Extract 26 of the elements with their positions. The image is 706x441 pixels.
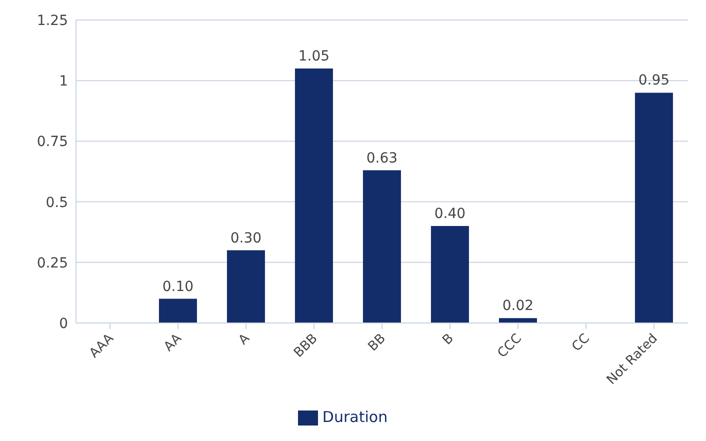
bar (226, 250, 265, 323)
data-label: 0.10 (162, 278, 194, 295)
bar (362, 170, 401, 323)
data-label: 0.95 (638, 72, 670, 89)
y-tick-label: 0.5 (46, 194, 68, 211)
x-tick-label: A (236, 331, 253, 348)
x-tick-label: AA (161, 331, 185, 355)
x-tick-label: B (440, 331, 457, 348)
x-tick-label: BB (366, 331, 389, 354)
bar (498, 318, 537, 323)
bar (294, 68, 333, 323)
x-tick-label: CC (569, 331, 593, 355)
bar (158, 298, 197, 323)
y-tick-label: 0.25 (36, 255, 68, 272)
data-label: 0.40 (434, 206, 466, 222)
y-tick-label: 0.75 (36, 134, 68, 150)
y-tick-label: 0 (59, 316, 68, 332)
y-tick-label: 1 (59, 74, 68, 90)
bar (430, 226, 469, 323)
data-label: 0.02 (502, 298, 534, 314)
bar (634, 92, 673, 323)
y-tick-label: 1.25 (36, 12, 68, 29)
data-label: 1.05 (298, 48, 330, 64)
data-label: 0.63 (366, 150, 398, 166)
legend-label: Duration (322, 408, 388, 426)
data-label: 0.30 (230, 230, 262, 246)
